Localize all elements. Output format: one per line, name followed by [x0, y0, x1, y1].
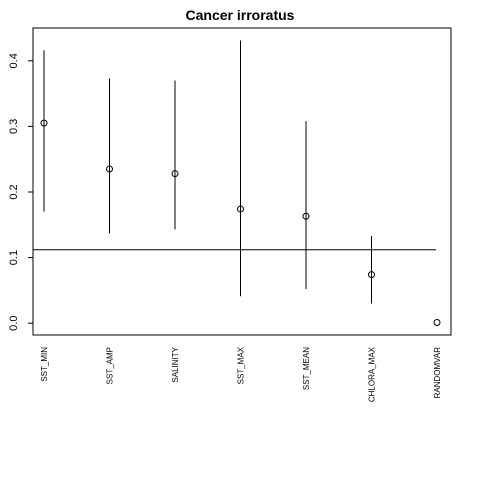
data-point — [106, 165, 113, 173]
y-tick-label: 0.0 — [8, 316, 20, 331]
x-tick-label: SST_MAX — [237, 346, 246, 384]
data-point — [302, 212, 310, 220]
data-point — [237, 205, 244, 213]
x-tick-label: SST_MEAN — [302, 347, 311, 390]
plot-area-frame — [32, 27, 452, 336]
x-tick-label: SST_MIN — [40, 347, 49, 382]
x-tick-label: SST_AMP — [106, 347, 115, 384]
y-tick-label: 0.3 — [8, 119, 20, 134]
data-points — [40, 119, 441, 327]
x-tick-label: CHLORA_MAX — [368, 346, 377, 402]
y-tick-label: 0.4 — [8, 53, 20, 68]
y-tick-label: 0.1 — [8, 250, 20, 265]
data-point — [171, 170, 179, 178]
chart-title: Cancer irroratus — [186, 7, 295, 23]
data-point — [368, 271, 375, 279]
error-bars — [43, 40, 372, 304]
x-axis-labels: SST_MIN SST_AMP SALINITY SST_MAX SST_MEAN CHL… — [40, 346, 442, 402]
x-tick-label: SALINITY — [171, 346, 180, 382]
y-tick-label: 0.2 — [8, 184, 20, 199]
data-point — [433, 319, 441, 327]
x-tick-label: RANDOMVAR — [433, 347, 442, 399]
y-axis: 0.0 0.1 0.2 0.3 0.4 — [8, 53, 33, 331]
data-point — [40, 119, 48, 127]
